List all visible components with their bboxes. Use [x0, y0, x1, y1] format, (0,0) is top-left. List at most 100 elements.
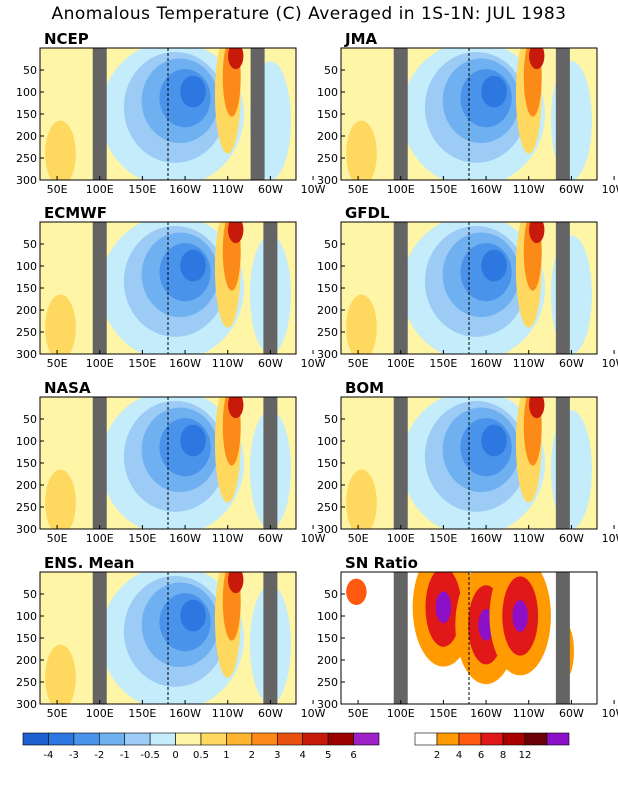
heatmap-field [341, 572, 597, 704]
x-tick-label: 110W [212, 183, 244, 196]
colorbar-swatch [414, 732, 438, 746]
colorbar-swatch [546, 732, 570, 746]
panel-bom: BOM 50 100 150 200 250 300 50E 100E 150E 160W 110W 6… [317, 379, 618, 545]
x-tick-label: 160W [470, 707, 502, 720]
anomaly-contour [45, 644, 76, 704]
x-tick-label: 10W [301, 357, 326, 370]
anomaly-contour [228, 48, 244, 70]
anomaly-contour [529, 48, 545, 70]
y-tick-label: 100 [317, 610, 338, 623]
panel-title: NASA [44, 379, 91, 397]
anomaly-contour [180, 599, 206, 632]
x-tick-label: 50E [348, 707, 369, 720]
x-tick-label: 100E [86, 532, 114, 545]
colorbar-label: 0.5 [193, 750, 209, 761]
colorbar-swatch [436, 732, 460, 746]
colorbar-swatch [200, 732, 227, 746]
y-tick-label: 200 [16, 304, 37, 317]
anomaly-contour [481, 249, 507, 282]
x-tick-label: 100E [86, 357, 114, 370]
anomaly-contour [346, 294, 377, 354]
panel-ens-mean: ENS. Mean 50 100 150 200 250 300 50E 100E 150E 160… [16, 554, 326, 720]
x-tick-label: 60W [258, 183, 283, 196]
x-tick-label: 100E [387, 357, 415, 370]
colorbar-label: 6 [478, 750, 484, 761]
x-tick-label: 50E [348, 183, 369, 196]
sn-contour [435, 591, 452, 624]
y-tick-label: 150 [16, 108, 37, 121]
colorbar-label: 5 [325, 750, 331, 761]
y-tick-label: 200 [317, 130, 338, 143]
colorbar-label: 2 [434, 750, 440, 761]
anomaly-contour [228, 222, 244, 244]
land-mask [555, 572, 570, 704]
anomaly-contour [346, 469, 377, 529]
colorbar-label: 3 [274, 750, 280, 761]
x-tick-label: 10W [602, 183, 618, 196]
x-tick-label: 160W [169, 183, 201, 196]
colorbar-label: 6 [350, 750, 356, 761]
colorbar-label: -3 [69, 750, 79, 761]
y-tick-label: 100 [16, 435, 37, 448]
y-tick-label: 150 [16, 457, 37, 470]
x-tick-label: 60W [559, 183, 584, 196]
x-tick-label: 160W [169, 532, 201, 545]
y-tick-label: 300 [317, 348, 338, 361]
heatmap-field [341, 222, 597, 354]
x-tick-label: 100E [387, 707, 415, 720]
panel-gfdl: GFDL 50 100 150 200 250 300 50E 100E 150E 160W 110W… [317, 204, 618, 370]
y-tick-label: 100 [16, 260, 37, 273]
x-tick-label: 110W [212, 707, 244, 720]
panel-title: SN Ratio [345, 554, 418, 572]
colorbar-label: 8 [500, 750, 506, 761]
anomaly-contour [45, 120, 76, 180]
land-mask [555, 222, 570, 354]
x-tick-label: 10W [602, 357, 618, 370]
y-tick-label: 150 [317, 632, 338, 645]
y-tick-label: 250 [317, 676, 338, 689]
x-tick-label: 110W [513, 183, 545, 196]
y-tick-label: 50 [324, 238, 338, 251]
y-tick-label: 250 [16, 501, 37, 514]
land-mask [393, 222, 408, 354]
anomaly-contour [45, 294, 76, 354]
y-tick-label: 200 [16, 479, 37, 492]
y-tick-label: 100 [16, 610, 37, 623]
colorbar-sn-ratio: 2 4 6 8 12 [414, 732, 570, 761]
y-tick-label: 100 [317, 435, 338, 448]
anomaly-contour [228, 572, 244, 594]
y-tick-label: 50 [23, 64, 37, 77]
anomaly-contour [45, 469, 76, 529]
x-tick-label: 10W [602, 532, 618, 545]
colorbar-swatch [353, 732, 380, 746]
anomaly-contour [481, 75, 507, 108]
y-tick-label: 250 [16, 326, 37, 339]
x-tick-label: 50E [47, 357, 68, 370]
colorbar-label: 4 [456, 750, 462, 761]
colorbar-label: 1 [223, 750, 229, 761]
anomaly-contour [346, 120, 377, 180]
x-tick-label: 100E [86, 183, 114, 196]
panel-title: ECMWF [44, 204, 107, 222]
panel-ncep: NCEP 50 100 150 200 250 300 50E 100E 150E 160W 110W… [16, 30, 326, 196]
y-tick-label: 300 [16, 174, 37, 187]
x-tick-label: 160W [470, 532, 502, 545]
anomaly-contour [180, 249, 206, 282]
x-tick-label: 150E [128, 183, 156, 196]
x-tick-label: 160W [470, 357, 502, 370]
land-mask [92, 572, 107, 704]
x-tick-label: 110W [513, 532, 545, 545]
anomaly-contour [228, 397, 244, 419]
x-tick-label: 100E [387, 183, 415, 196]
x-tick-label: 110W [212, 357, 244, 370]
x-tick-label: 10W [301, 183, 326, 196]
colorbar-swatch [48, 732, 75, 746]
y-tick-label: 200 [16, 130, 37, 143]
heatmap-field [40, 397, 296, 529]
y-tick-label: 150 [16, 282, 37, 295]
panel-title: NCEP [44, 30, 89, 48]
x-tick-label: 60W [258, 707, 283, 720]
land-mask [92, 222, 107, 354]
y-tick-label: 250 [317, 326, 338, 339]
colorbar-swatch [226, 732, 253, 746]
